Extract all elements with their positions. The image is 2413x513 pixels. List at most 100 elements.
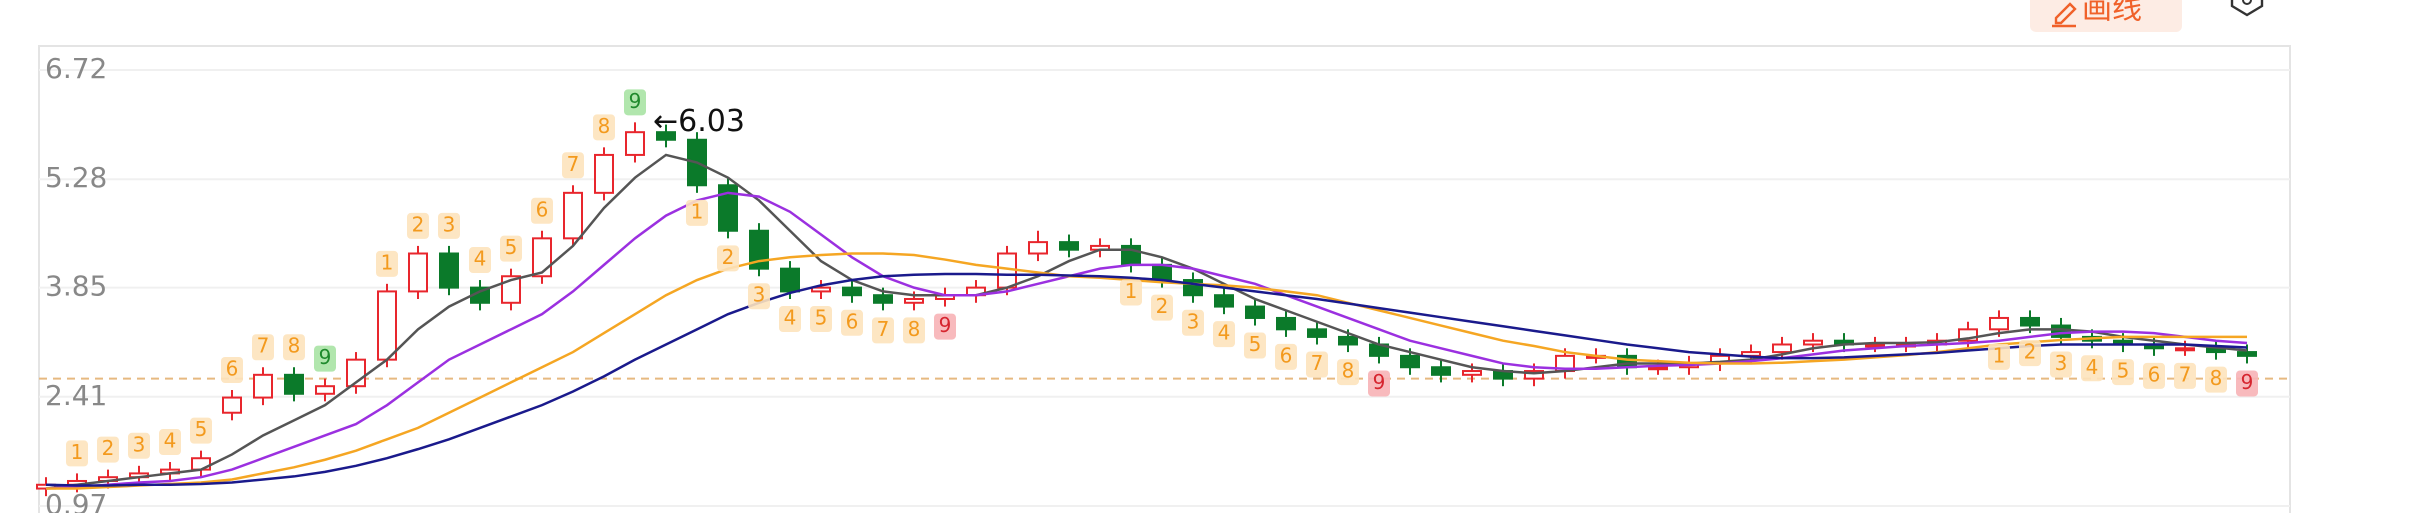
td-label: 2 [1151,294,1173,321]
candle-body [749,229,769,270]
td-label-bg [1275,343,1297,370]
td-label: 7 [252,334,274,361]
td-label-bg [407,212,429,239]
td-label-text: 7 [567,152,580,176]
td-label-bg [2236,370,2258,397]
candle-body [1865,343,1885,348]
td-label-text: 7 [257,334,270,358]
td-label-bg [2174,362,2196,389]
candle-body [873,294,893,304]
td-label-text: 2 [1156,294,1169,318]
td-label-text: 9 [2241,370,2254,394]
td-label-bg [128,432,150,459]
candle-body [1462,370,1482,376]
candle-body [594,153,614,194]
y-tick-label: 3.85 [45,270,107,303]
td-label-bg [903,317,925,344]
td-label-text: 1 [71,440,84,464]
td-label-text: 7 [1311,351,1324,375]
td-label: 4 [159,429,181,456]
td-label: 9 [934,313,956,340]
td-label-bg [159,429,181,456]
td-label: 8 [903,317,925,344]
td-label-bg [2205,366,2227,393]
td-label-bg [97,436,119,463]
candle-body [1307,328,1327,338]
td-label-bg [872,317,894,344]
td-label: 2 [2019,340,2041,367]
candle-body [1803,339,1823,346]
td-label-text: 5 [2117,359,2130,383]
td-label-text: 4 [1218,321,1231,345]
settings-icon[interactable] [2230,0,2264,17]
td-label: 1 [1988,343,2010,370]
td-label: 8 [2205,366,2227,393]
td-label-bg [1988,343,2010,370]
td-label-bg [66,440,88,467]
td-label: 9 [2236,370,2258,397]
td-label: 2 [407,212,429,239]
candle-body [1431,366,1451,376]
td-label-bg [314,345,336,372]
td-label-text: 8 [288,334,301,358]
td-label: 5 [1244,332,1266,359]
candle-body [1245,305,1265,319]
pen-icon [2052,2,2077,28]
td-label-text: 4 [784,305,797,329]
td-label-text: 1 [1125,279,1138,303]
td-label-bg [779,305,801,332]
draw-button-label[interactable]: 画线 [2082,0,2142,27]
td-label: 6 [2143,362,2165,389]
td-label: 1 [66,440,88,467]
candle-body [439,252,459,289]
td-label: 4 [779,305,801,332]
td-label: 1 [686,199,708,226]
td-label-bg [2050,351,2072,378]
td-label-bg [934,313,956,340]
td-label: 3 [1182,309,1204,336]
td-label-text: 9 [1373,370,1386,394]
td-label-text: 9 [319,345,332,369]
td-label: 4 [2081,355,2103,382]
td-label-bg [593,114,615,141]
td-label: 3 [128,432,150,459]
settings-icon-center [2242,0,2252,5]
td-label-bg [748,283,770,310]
td-label-bg [252,334,274,361]
td-label: 6 [531,197,553,224]
td-label-text: 9 [939,313,952,337]
td-label-bg [562,152,584,179]
td-label-bg [810,305,832,332]
td-label-text: 2 [412,212,425,236]
candle-body [2051,324,2071,338]
candle-body [2175,347,2195,352]
td-label-text: 3 [443,212,456,236]
td-label-bg [1337,359,1359,386]
candle-body [842,286,862,297]
td-label-bg [841,309,863,336]
td-label: 7 [2174,362,2196,389]
candle-body [284,373,304,395]
td-label-bg [1306,351,1328,378]
td-label-text: 5 [505,235,518,259]
td-label-bg [2112,359,2134,386]
y-tick-label: 5.28 [45,161,107,194]
candle-body [1524,370,1544,380]
td-label: 2 [717,245,739,272]
td-label-bg [469,247,491,274]
candle-body [532,237,552,278]
td-label: 9 [314,345,336,372]
td-label: 7 [872,317,894,344]
td-label-bg [438,212,460,239]
td-label-bg [1213,321,1235,348]
td-label-text: 4 [474,247,487,271]
draw-button-bg[interactable] [2030,0,2182,32]
plot-frame [38,45,2291,513]
candle-body [904,297,924,304]
td-label-text: 6 [226,356,239,380]
td-label-text: 8 [1342,359,1355,383]
draw-button[interactable]: 画线 [2030,0,2182,32]
td-label: 5 [500,235,522,262]
td-label-text: 7 [2179,362,2192,386]
td-label-text: 7 [877,317,890,341]
